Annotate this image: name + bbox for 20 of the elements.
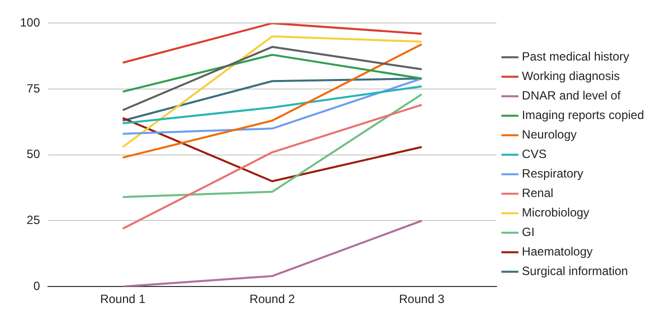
x-tick-label: Round 2 (250, 292, 296, 306)
legend-label: Working diagnosis (522, 69, 620, 84)
y-tick-label: 50 (26, 147, 40, 162)
legend-label: CVS (522, 147, 547, 162)
legend-label: Past medical history (522, 50, 630, 64)
legend-label: Surgical information (522, 264, 628, 278)
legend-label: Imaging reports copied (522, 108, 644, 122)
legend-label: Haematology (522, 244, 593, 259)
legend-label: Renal (522, 186, 554, 200)
legend-label: Microbiology (522, 206, 590, 220)
y-tick-label: 75 (26, 81, 40, 96)
y-tick-label: 25 (26, 213, 40, 228)
legend-label: Neurology (522, 128, 577, 142)
y-tick-label: 0 (33, 278, 40, 293)
x-tick-label: Round 1 (100, 292, 146, 306)
legend-label: DNAR and level of (522, 88, 622, 103)
y-tick-label: 100 (20, 16, 40, 30)
legend-label: Respiratory (522, 166, 584, 181)
x-tick-label: Round 3 (399, 292, 445, 306)
legend-label: GI (522, 225, 535, 240)
